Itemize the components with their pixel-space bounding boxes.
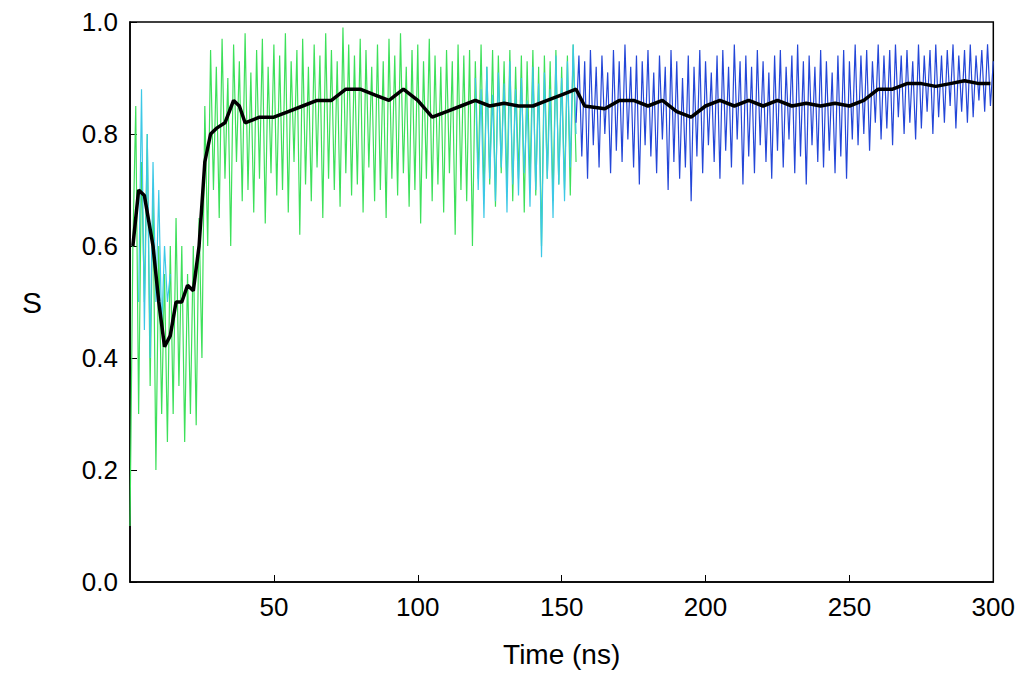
svg-text:300: 300 <box>972 592 1015 622</box>
svg-text:250: 250 <box>828 592 871 622</box>
svg-text:0.4: 0.4 <box>82 343 118 373</box>
svg-text:50: 50 <box>259 592 288 622</box>
svg-text:S: S <box>22 286 42 319</box>
svg-text:1.0: 1.0 <box>82 7 118 37</box>
svg-text:0.6: 0.6 <box>82 231 118 261</box>
svg-text:0.2: 0.2 <box>82 455 118 485</box>
svg-text:Time (ns): Time (ns) <box>503 639 620 670</box>
svg-text:100: 100 <box>396 592 439 622</box>
svg-text:0.0: 0.0 <box>82 567 118 597</box>
svg-text:150: 150 <box>540 592 583 622</box>
svg-text:0.8: 0.8 <box>82 119 118 149</box>
svg-text:200: 200 <box>684 592 727 622</box>
